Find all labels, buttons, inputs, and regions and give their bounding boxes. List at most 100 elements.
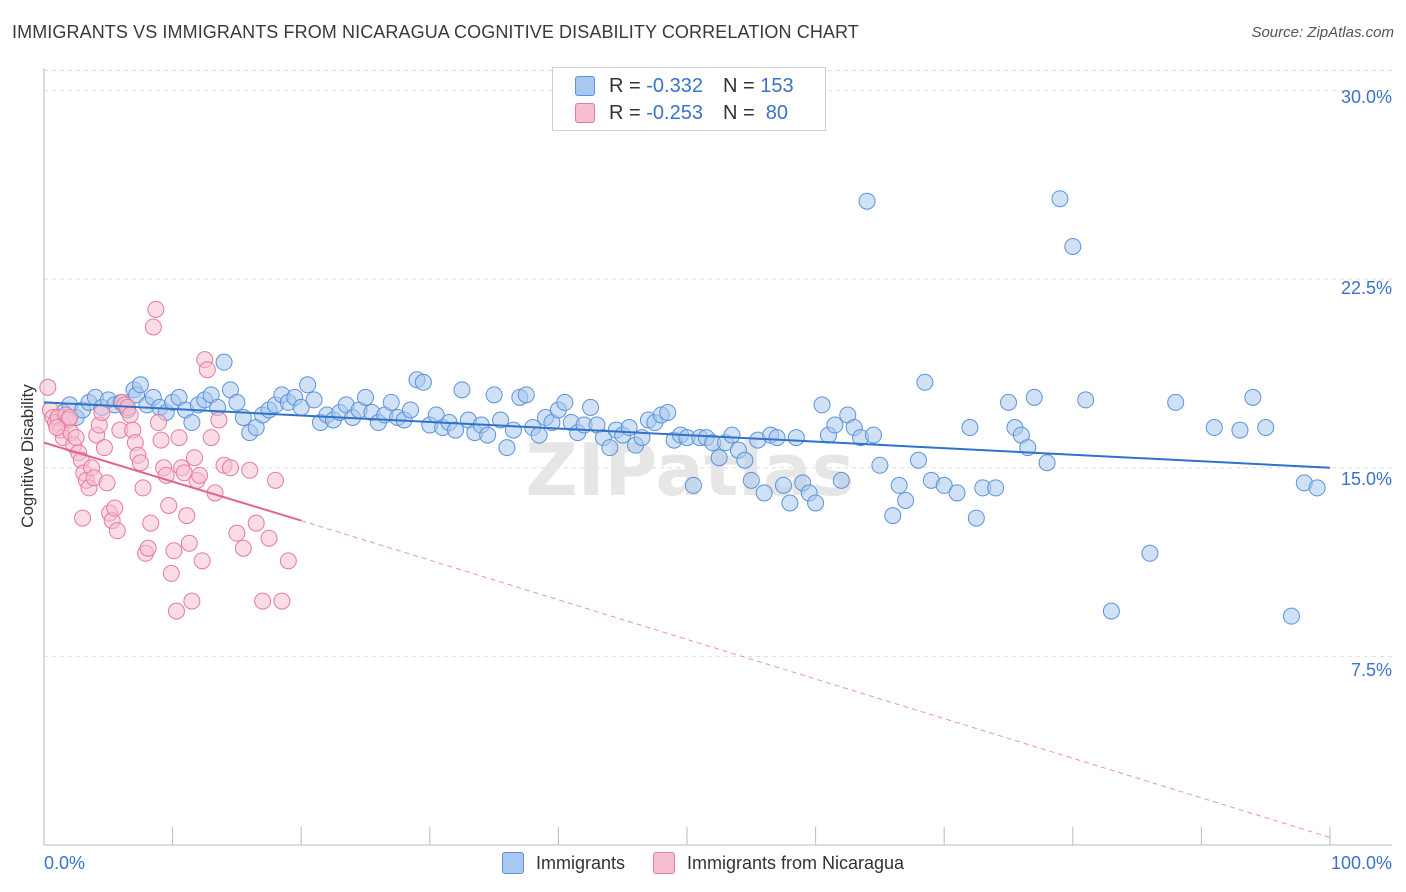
nicaragua-point	[234, 539, 252, 557]
immigrants-point	[517, 386, 535, 404]
immigrants-point	[1025, 388, 1043, 406]
immigrants-point	[787, 429, 805, 447]
nicaragua-point	[170, 429, 188, 447]
immigrants-point	[1141, 544, 1159, 562]
immigrants-point	[961, 419, 979, 437]
legend-row-nicaragua: R = -0.253 N = 80	[575, 101, 788, 125]
legend-n-label: N =	[722, 74, 755, 97]
immigrants-point	[774, 476, 792, 494]
immigrants-point	[1257, 419, 1275, 437]
nicaragua-point	[147, 300, 165, 318]
nicaragua-point	[67, 429, 85, 447]
legend-n-value: 80	[760, 101, 789, 124]
immigrants-point	[1282, 607, 1300, 625]
immigrants-point	[498, 439, 516, 457]
immigrants-point	[215, 353, 233, 371]
immigrants-point	[1244, 388, 1262, 406]
x-tick-label: 0.0%	[44, 853, 86, 873]
nicaragua-trendline	[43, 441, 302, 522]
immigrants-point	[890, 476, 908, 494]
legend-item-nicaragua: Immigrants from Nicaragua	[652, 852, 904, 874]
nicaragua-point	[183, 592, 201, 610]
nicaragua-point	[210, 411, 228, 429]
immigrants-point	[382, 393, 400, 411]
immigrants-point	[807, 494, 825, 512]
nicaragua-point	[266, 471, 284, 489]
immigrants-point	[1102, 602, 1120, 620]
immigrants-point	[485, 386, 503, 404]
y-tick-label: 30.0%	[1340, 87, 1392, 107]
legend-swatch-pink	[652, 852, 675, 874]
immigrants-point	[228, 393, 246, 411]
nicaragua-point	[185, 449, 203, 467]
nicaragua-point	[228, 524, 246, 542]
nicaragua-point	[191, 466, 209, 484]
immigrants-point	[781, 494, 799, 512]
immigrants-point	[1077, 391, 1095, 409]
nicaragua-point	[202, 429, 220, 447]
immigrants-point	[1064, 237, 1082, 255]
immigrants-point	[736, 451, 754, 469]
immigrants-point	[402, 401, 420, 419]
immigrants-point	[897, 491, 915, 509]
chart-title: IMMIGRANTS VS IMMIGRANTS FROM NICARAGUA …	[12, 22, 859, 42]
immigrants-point	[131, 376, 149, 394]
correlation-legend: R = -0.332 N = 153 R = -0.253 N = 80	[552, 67, 826, 131]
nicaragua-point	[165, 542, 183, 560]
nicaragua-point	[198, 361, 216, 379]
immigrants-point	[530, 426, 548, 444]
nicaragua-point	[61, 408, 79, 426]
nicaragua-point	[260, 529, 278, 547]
immigrants-point	[935, 476, 953, 494]
immigrants-point	[556, 393, 574, 411]
nicaragua-point	[121, 406, 139, 424]
y-tick-label: 7.5%	[1350, 660, 1392, 680]
immigrants-point	[1000, 393, 1017, 411]
immigrants-point	[1308, 479, 1326, 497]
nicaragua-point	[221, 459, 239, 477]
nicaragua-point	[241, 461, 259, 479]
nicaragua-point	[273, 592, 291, 610]
x-tick-label: 100.0%	[1330, 853, 1392, 873]
legend-n-value: 153	[760, 74, 794, 97]
immigrants-point	[1231, 421, 1249, 439]
immigrants-point	[582, 398, 600, 416]
legend-swatch-blue	[501, 852, 524, 874]
nicaragua-trendline-extension	[301, 520, 1331, 838]
immigrants-point	[884, 507, 902, 525]
immigrants-point	[1167, 393, 1185, 411]
nicaragua-point	[131, 454, 149, 472]
immigrants-point	[601, 439, 619, 457]
immigrants-point	[659, 403, 677, 421]
immigrants-point	[414, 373, 432, 391]
legend-swatch-pink	[575, 103, 595, 123]
immigrants-point	[479, 426, 497, 444]
nicaragua-point	[279, 552, 297, 570]
nicaragua-point	[247, 514, 265, 532]
nicaragua-point	[178, 507, 196, 525]
nicaragua-point	[162, 564, 180, 582]
immigrants-point	[768, 429, 786, 447]
legend-r-value: -0.253	[646, 101, 703, 124]
immigrants-point	[826, 416, 844, 434]
nicaragua-point	[254, 592, 272, 610]
immigrants-point	[183, 414, 201, 432]
legend-item-immigrants: Immigrants	[501, 852, 625, 874]
legend-swatch-blue	[575, 76, 595, 96]
immigrants-point	[1051, 190, 1069, 208]
immigrants-point	[755, 484, 773, 502]
nicaragua-point	[142, 514, 160, 532]
nicaragua-point	[39, 378, 57, 396]
immigrants-point	[967, 509, 985, 527]
nicaragua-point	[144, 318, 162, 336]
immigrants-point	[710, 449, 728, 467]
nicaragua-point	[98, 474, 116, 492]
y-tick-label: 15.0%	[1340, 469, 1392, 489]
immigrants-point	[813, 396, 831, 414]
source-label: Source: ZipAtlas.com	[1251, 24, 1394, 41]
immigrants-point	[742, 471, 760, 489]
legend-r-label: R =	[609, 101, 641, 124]
nicaragua-point	[180, 534, 198, 552]
nicaragua-point	[134, 479, 152, 497]
